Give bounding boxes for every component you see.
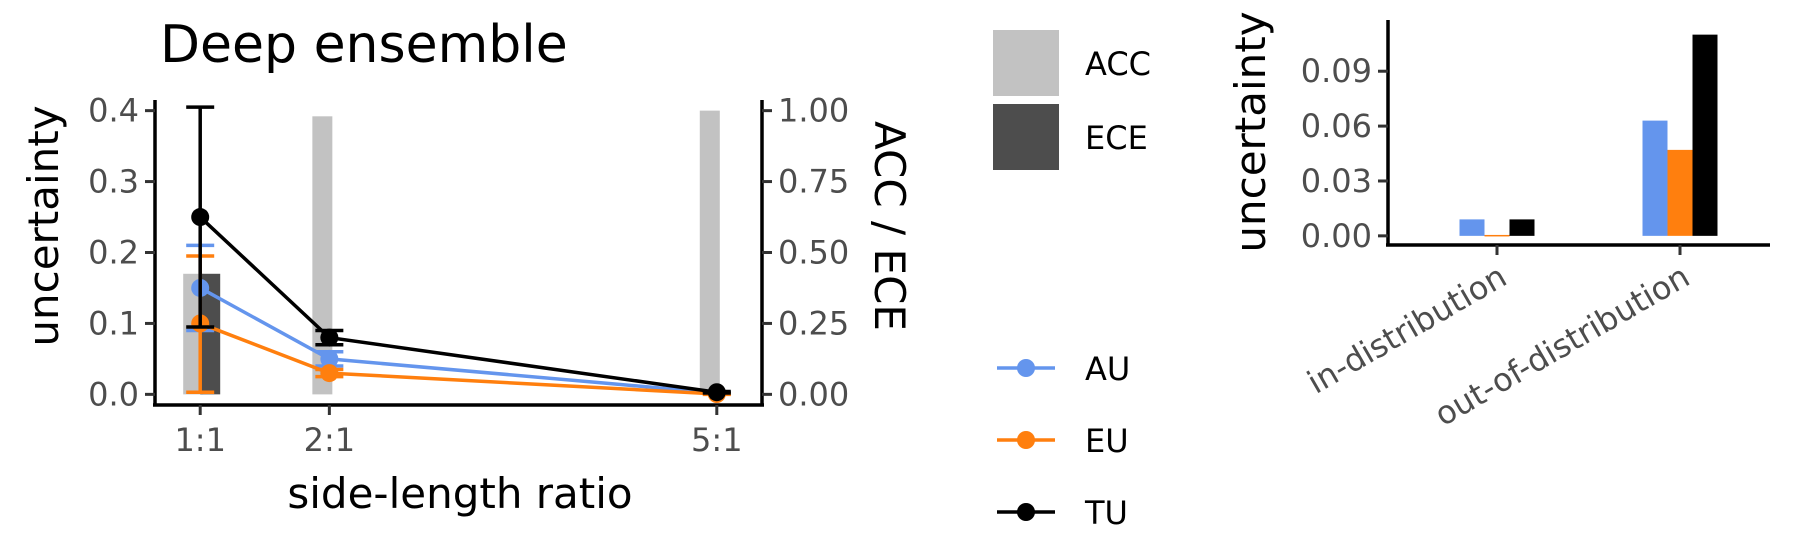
right-y-tick-label: 0.25 (778, 304, 849, 342)
bar-out-of-distribution-series-3 (1692, 34, 1718, 236)
y-tick-label: 0.03 (1301, 162, 1372, 200)
x-tick-label: 2:1 (304, 421, 356, 459)
legend-swatch-acc (993, 30, 1059, 96)
line-au (199, 286, 717, 395)
bar-in-distribution-series-2 (1484, 234, 1510, 237)
y-tick-label: 0.00 (1301, 217, 1372, 255)
left-chart: Deep ensemble uncertainty ACC / ECE side… (19, 15, 914, 518)
line-eu (199, 321, 717, 396)
left-y-tick-label: 0.1 (88, 304, 139, 342)
right-chart-y-axis-title: uncertainty (1226, 11, 1275, 252)
legend-label-eu: EU (1085, 422, 1129, 460)
line-tu (199, 215, 718, 394)
left-y-tick-label: 0.0 (88, 375, 139, 413)
chart-title: Deep ensemble (160, 15, 568, 75)
right-y-tick-label: 0.00 (778, 375, 849, 413)
legend-marker-tu (1017, 503, 1035, 521)
bar-acc-1-1 (183, 273, 204, 395)
legend-label-au: AU (1085, 350, 1130, 388)
right-y-tick-label: 0.75 (778, 163, 849, 201)
left-y-tick-label: 0.2 (88, 234, 139, 272)
x-tick-label: 1:1 (174, 421, 226, 459)
left-y-tick-label: 0.3 (88, 163, 139, 201)
legend-swatch-ece (993, 104, 1059, 170)
point-eu-2-1 (320, 364, 339, 383)
left-y-tick-label: 0.4 (88, 92, 139, 130)
right-chart-bars (1459, 34, 1718, 237)
y-tick-label: 0.06 (1301, 107, 1372, 145)
legend-label-tu: TU (1084, 494, 1128, 532)
y-tick-label: 0.09 (1301, 52, 1372, 90)
x-axis-title: side-length ratio (287, 469, 632, 518)
bar-ece-1-1 (200, 273, 221, 395)
left-y-axis-title: uncertainty (19, 105, 68, 346)
legend-marker-eu (1017, 431, 1035, 449)
bar-out-of-distribution-series-1 (1642, 120, 1668, 236)
bar-in-distribution-series-3 (1509, 219, 1535, 236)
acc-ece-bars (183, 110, 720, 395)
legend: ACC ECE AU EU TU (993, 30, 1151, 532)
legend-label-ece: ECE (1085, 119, 1148, 157)
legend-marker-au (1017, 359, 1035, 377)
point-au-2-1 (320, 349, 339, 368)
left-chart-axes: 0.0 0.1 0.2 0.3 0.4 0.00 0.25 0.50 0.75 1.00 1:1 2:… (88, 92, 849, 459)
point-tu-2-1 (320, 328, 339, 347)
bar-out-of-distribution-series-2 (1667, 149, 1693, 236)
right-y-tick-label: 1.00 (778, 92, 849, 130)
point-tu-5-1 (707, 383, 726, 402)
bar-acc-5-1 (699, 110, 720, 395)
bar-in-distribution-series-1 (1459, 219, 1485, 236)
uncertainty-lines (186, 105, 731, 404)
x-tick-label: 5:1 (691, 421, 743, 459)
right-y-tick-label: 0.50 (778, 234, 849, 272)
right-y-axis-title: ACC / ECE (865, 121, 914, 331)
right-chart: uncertainty 0.000.030.060.09in-distribut… (1226, 11, 1770, 434)
legend-label-acc: ACC (1085, 45, 1151, 83)
point-tu-1-1 (191, 208, 210, 227)
